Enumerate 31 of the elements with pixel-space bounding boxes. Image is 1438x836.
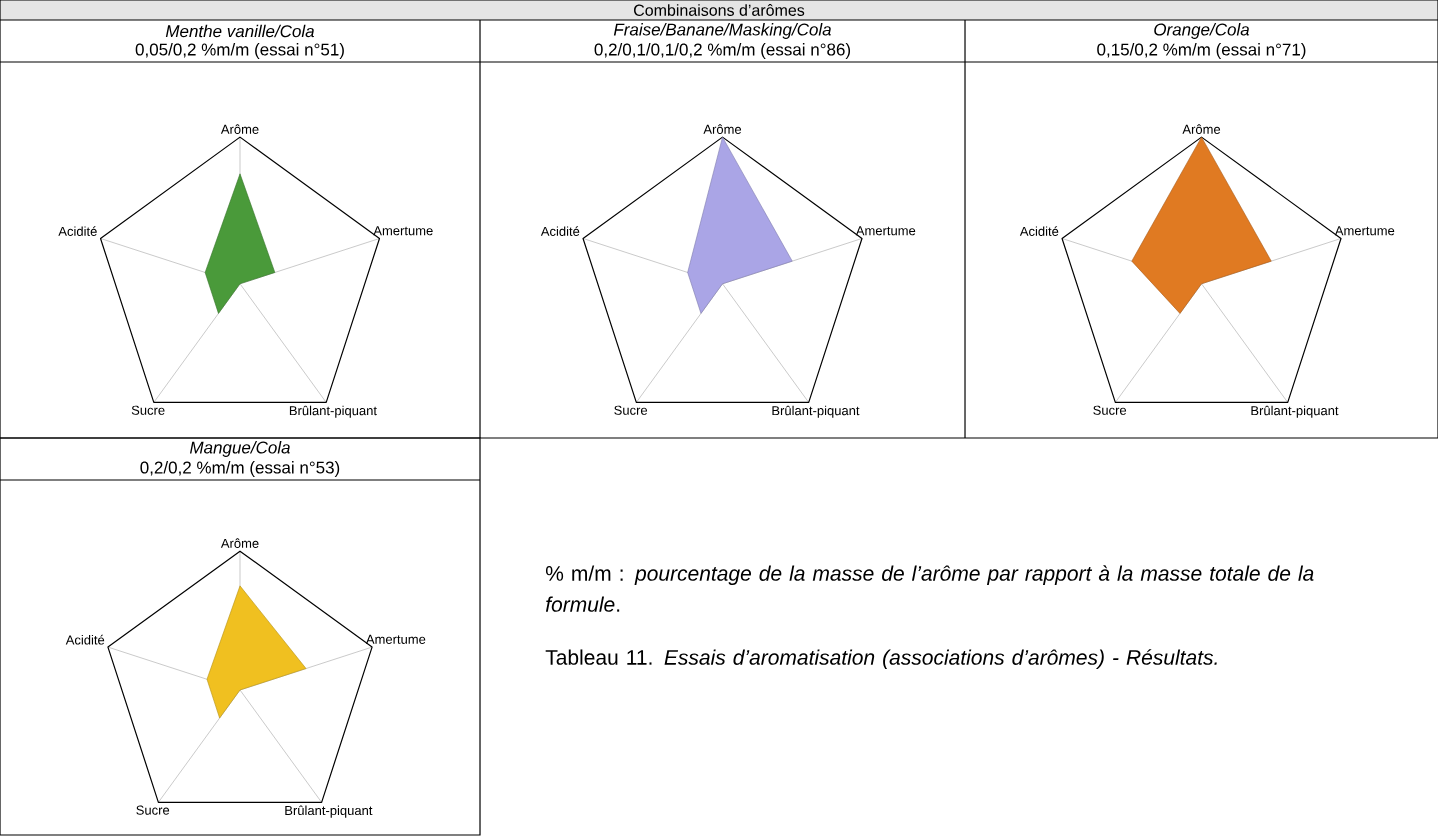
spoke-label: Sucre — [614, 405, 648, 415]
spoke-label: Acidité — [1019, 226, 1059, 236]
spoke-label: Amertume — [373, 226, 433, 236]
spoke-label: Brûlant-piquant — [285, 805, 373, 818]
text: % m/m : pourcentage de la masse de l’arôme par rapport à la masse totale de la formule. — [545, 565, 1314, 612]
chart-title: Orange/Cola — [1154, 23, 1250, 39]
chart-subtitle: 0,05/0,2 %m/m (essai n°51) — [135, 43, 344, 59]
spoke-label: Amertume — [855, 226, 916, 236]
chart-title: Mangue/Cola — [189, 441, 290, 457]
spoke-label: Brûlant-piquant — [289, 405, 377, 418]
spoke-label: Sucre — [1093, 405, 1127, 415]
spoke-label: Arôme — [220, 538, 259, 548]
spoke-label: Amertume — [1334, 226, 1395, 236]
spoke-label: Arôme — [703, 124, 742, 134]
spoke-label: Brûlant-piquant — [1251, 405, 1339, 418]
spoke-label: Arôme — [220, 124, 259, 134]
spoke-label: Acidité — [65, 634, 105, 645]
chart-subtitle: 0,2/0,2 %m/m (essai n°53) — [140, 461, 340, 477]
text: Combinaisons d’arômes — [634, 4, 805, 16]
spoke-label: Sucre — [131, 405, 165, 415]
chart-title: Menthe vanille/Cola — [165, 24, 315, 38]
chart-subtitle: 0,2/0,1/0,1/0,2 %m/m (essai n°86) — [594, 43, 851, 59]
spoke-label: Acidité — [540, 226, 580, 236]
chart-subtitle: 0,15/0,2 %m/m (essai n°71) — [1097, 43, 1306, 59]
chart-title: Fraise/Banane/Masking/Cola — [613, 23, 832, 39]
text: Tableau 11. Essais d’aromatisation (associations d’arômes) - Résultats. — [545, 649, 1217, 669]
spoke-label: Brûlant-piquant — [772, 405, 860, 418]
spoke-label: Arôme — [1182, 124, 1221, 134]
spoke-label: Amertume — [365, 634, 426, 644]
spoke-label: Sucre — [136, 805, 170, 815]
spoke-label: Acidité — [58, 226, 97, 236]
